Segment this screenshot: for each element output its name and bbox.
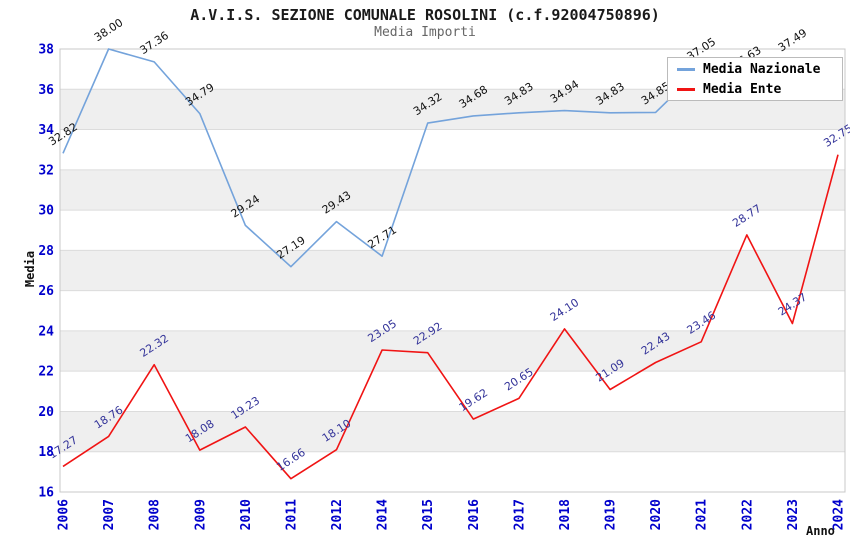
y-tick-label: 38 (38, 43, 54, 58)
x-tick-label: 2017 (512, 499, 527, 530)
x-tick-label: 2012 (330, 499, 345, 530)
grid-band (60, 330, 845, 372)
legend-label-nazionale: Media Nazionale (703, 61, 821, 77)
x-tick-label: 2007 (102, 499, 117, 530)
data-label: 38.00 (92, 16, 125, 44)
y-tick-label: 34 (38, 123, 54, 138)
x-tick-label: 2016 (467, 499, 482, 530)
grid-band (60, 411, 845, 452)
legend: Media Nazionale Media Ente (667, 57, 843, 101)
x-tick-label: 2010 (239, 499, 254, 530)
data-label: 24.10 (548, 296, 581, 324)
y-tick-label: 26 (38, 284, 54, 299)
legend-item-media-nazionale: Media Nazionale (668, 61, 842, 77)
series-line-media-ente (62, 154, 839, 480)
x-tick-label: 2006 (57, 499, 72, 530)
x-tick-label: 2018 (558, 499, 573, 530)
legend-swatch-ente-icon (677, 87, 695, 91)
y-tick-label: 18 (38, 445, 54, 460)
x-tick-label: 2014 (376, 499, 391, 530)
data-label: 37.49 (776, 26, 809, 54)
x-tick-label: 2020 (649, 499, 664, 530)
data-label: 19.62 (457, 386, 490, 414)
x-tick-label: 2009 (193, 499, 208, 530)
plot-border (59, 48, 846, 493)
x-tick-label: 2021 (695, 499, 710, 530)
y-tick-label: 20 (38, 405, 54, 420)
grid-band (60, 169, 845, 211)
x-axis-title: Anno (806, 524, 835, 538)
x-tick-label: 2011 (284, 499, 299, 530)
y-tick-label: 22 (38, 365, 54, 380)
data-label: 37.36 (138, 29, 171, 57)
legend-swatch-nazionale-icon (677, 67, 695, 71)
legend-item-media-ente: Media Ente (668, 81, 842, 97)
x-tick-label: 2022 (740, 499, 755, 530)
grid-band (60, 250, 845, 291)
x-tick-label: 2008 (148, 499, 163, 530)
y-tick-label: 32 (38, 163, 54, 178)
y-tick-label: 36 (38, 83, 54, 98)
data-label: 24.37 (776, 290, 809, 318)
x-tick-label: 2024 (832, 499, 847, 530)
y-tick-label: 28 (38, 244, 54, 259)
x-tick-label: 2019 (604, 499, 619, 530)
y-axis-title: Media (23, 250, 37, 288)
y-tick-label: 30 (38, 204, 54, 219)
y-tick-label: 24 (38, 324, 54, 339)
x-tick-label: 2015 (421, 499, 436, 530)
chart-subtitle: Media Importi (374, 25, 476, 40)
data-label: 27.71 (365, 223, 398, 251)
x-tick-label: 2023 (786, 499, 801, 530)
legend-label-ente: Media Ente (703, 81, 782, 97)
y-tick-label: 16 (38, 486, 54, 501)
chart-title: A.V.I.S. SEZIONE COMUNALE ROSOLINI (c.f.… (190, 6, 660, 24)
